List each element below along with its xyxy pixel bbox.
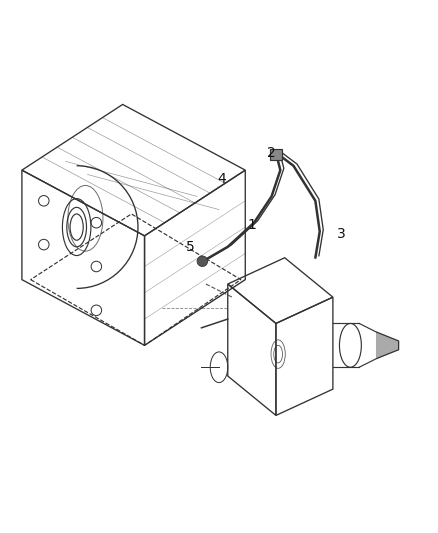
Polygon shape — [377, 332, 399, 359]
Text: 1: 1 — [247, 218, 256, 232]
Text: 3: 3 — [337, 227, 346, 241]
Circle shape — [197, 256, 208, 266]
FancyBboxPatch shape — [270, 149, 282, 160]
Text: 5: 5 — [186, 240, 195, 254]
Text: 2: 2 — [267, 146, 276, 159]
Text: 4: 4 — [217, 172, 226, 186]
